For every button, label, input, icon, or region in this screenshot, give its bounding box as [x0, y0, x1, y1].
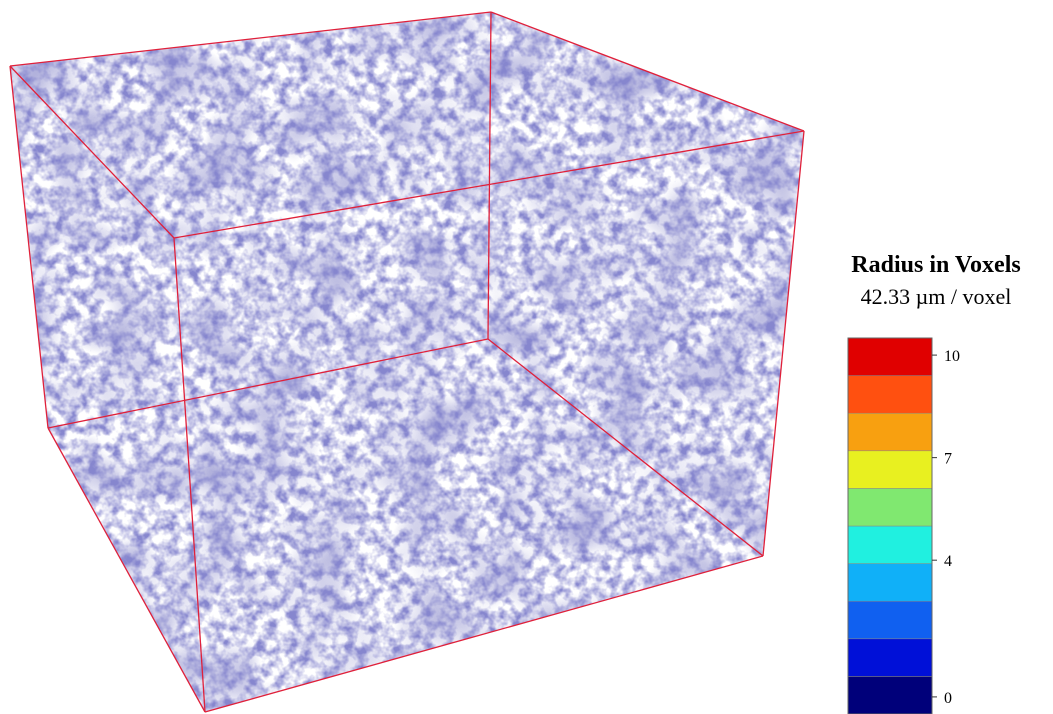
colorbar-band	[848, 601, 932, 639]
colorbar-band	[848, 451, 932, 489]
colorbar-band	[848, 376, 932, 414]
colorbar-band	[848, 564, 932, 602]
colorbar-band	[848, 639, 932, 677]
tick-label: 4	[944, 553, 952, 570]
legend-title: Radius in Voxels	[851, 252, 1020, 278]
tick-label: 0	[944, 690, 952, 707]
tick-label: 7	[944, 451, 952, 468]
tick-label: 10	[944, 348, 960, 365]
colorbar-band	[848, 526, 932, 564]
colorbar: 0 4 7 10	[848, 338, 960, 714]
visualization: Radius in Voxels 42.33 µm / voxel 0 4 7 10	[0, 0, 1053, 714]
colorbar-band	[848, 676, 932, 714]
legend-unit: 42.33 µm / voxel	[861, 284, 1012, 309]
volume-render	[0, 0, 810, 714]
colorbar-band	[848, 488, 932, 526]
colorbar-band	[848, 338, 932, 376]
colorbar-band	[848, 413, 932, 451]
